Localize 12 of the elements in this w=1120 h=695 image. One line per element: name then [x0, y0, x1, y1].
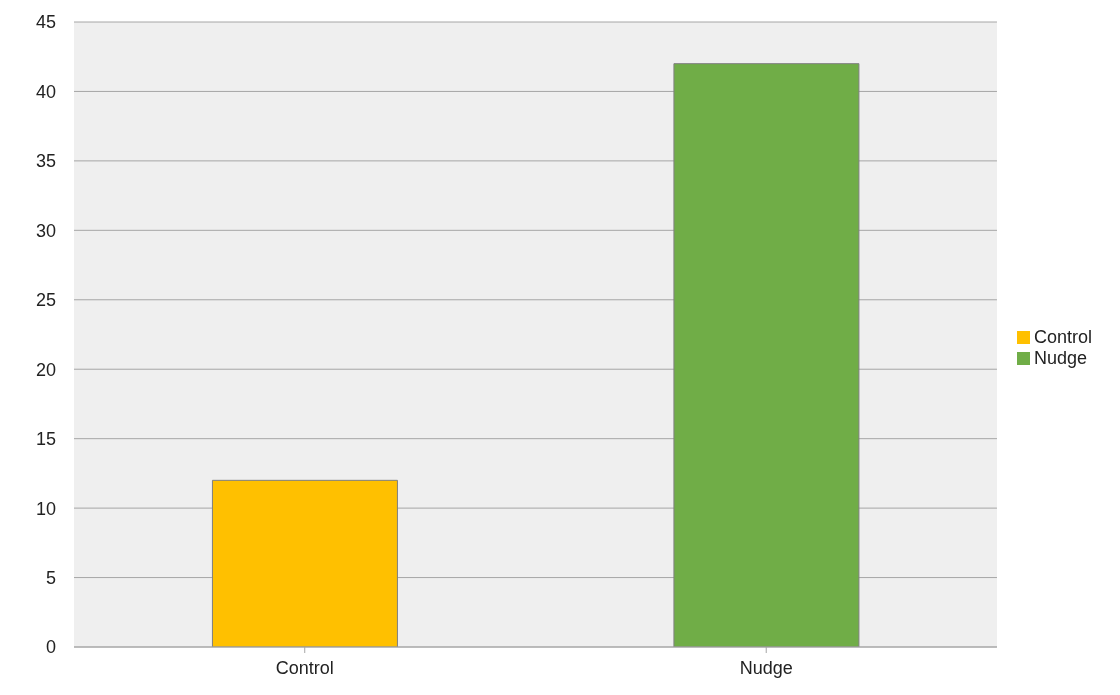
y-tick-label: 35 — [35, 151, 56, 172]
y-tick-label: 20 — [35, 359, 56, 380]
y-tick-label: 15 — [35, 429, 56, 450]
y-tick-label: 40 — [35, 81, 56, 102]
legend-label: Nudge — [1033, 347, 1088, 368]
y-tick-label: 10 — [35, 498, 56, 519]
y-tick-label: 45 — [35, 12, 56, 33]
y-tick-label: 30 — [35, 220, 56, 241]
y-tick-label: 5 — [45, 567, 56, 588]
legend-label: Control — [1033, 326, 1092, 347]
y-tick-label: 25 — [35, 290, 56, 311]
y-tick-label: 0 — [45, 637, 56, 658]
